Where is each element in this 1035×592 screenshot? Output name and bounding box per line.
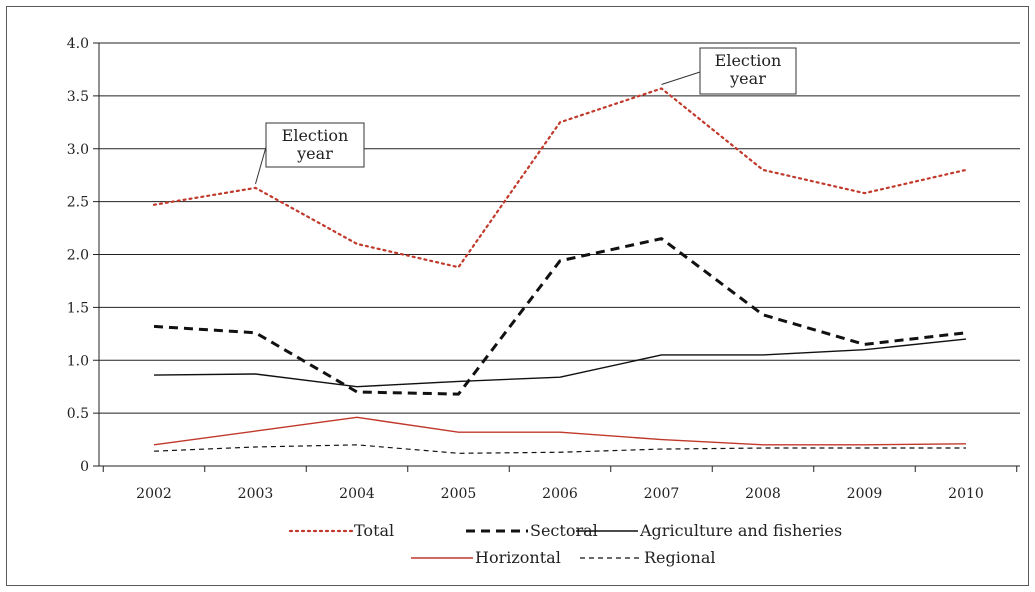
y-tick-label-6: 3.0: [67, 142, 89, 158]
annotation-text-0-1: year: [296, 144, 333, 163]
annotation-text-1-0: Election: [715, 51, 782, 70]
x-tick-label-2007: 2007: [644, 486, 680, 502]
y-tick-label-8: 4.0: [67, 36, 89, 52]
series-line-total: [152, 87, 968, 269]
grid-lines: [99, 42, 1020, 414]
x-tick-label-2006: 2006: [542, 486, 578, 502]
annotation-leader-0: [255, 146, 267, 185]
annotation-leader-1: [661, 71, 701, 85]
y-tick-label-5: 2.5: [67, 195, 89, 211]
x-tick-label-2005: 2005: [441, 486, 477, 502]
annotation-box-0: [265, 122, 365, 168]
series-line-agriculture-and-fisheries: [153, 338, 967, 388]
legend-label-sectoral: Sectoral: [530, 521, 598, 540]
legend-label-horizontal: Horizontal: [475, 548, 561, 567]
legend: Total Sectoral Agriculture and fisheries Ho…: [288, 521, 842, 567]
y-tick-label-3: 1.5: [67, 300, 89, 316]
series-line-regional: [153, 444, 966, 454]
series-lines: [152, 87, 968, 454]
y-tick-label-0: 0: [80, 459, 89, 475]
x-tick-label-2002: 2002: [136, 486, 172, 502]
x-tick-label-2009: 2009: [847, 486, 883, 502]
chart-frame: [6, 6, 1029, 586]
x-tick-label-2010: 2010: [948, 486, 984, 502]
legend-label-agriculture-and-fisheries: Agriculture and fisheries: [639, 521, 842, 540]
series-line-sectoral: [153, 237, 967, 396]
y-tick-label-1: 0.5: [67, 406, 89, 422]
legend-label-regional: Regional: [644, 548, 715, 567]
series-line-horizontal: [153, 416, 967, 446]
legend-label-total: Total: [354, 521, 394, 540]
y-tick-label-7: 3.5: [67, 89, 89, 105]
x-tick-label-2003: 2003: [238, 486, 274, 502]
y-tick-label-2: 1.0: [67, 353, 89, 369]
x-tick-label-2008: 2008: [745, 486, 781, 502]
y-tick-label-4: 2.0: [67, 248, 89, 264]
annotation-text-1-1: year: [729, 69, 766, 88]
axes: 0 0.5 1.0 1.5 2.0 2.5 3.0 3.5 4.0 2002 2003 2004 200…: [67, 36, 1020, 502]
x-tick-label-2004: 2004: [339, 486, 375, 502]
annotation-box-1: [699, 47, 797, 95]
annotation-text-0-0: Election: [282, 126, 349, 145]
